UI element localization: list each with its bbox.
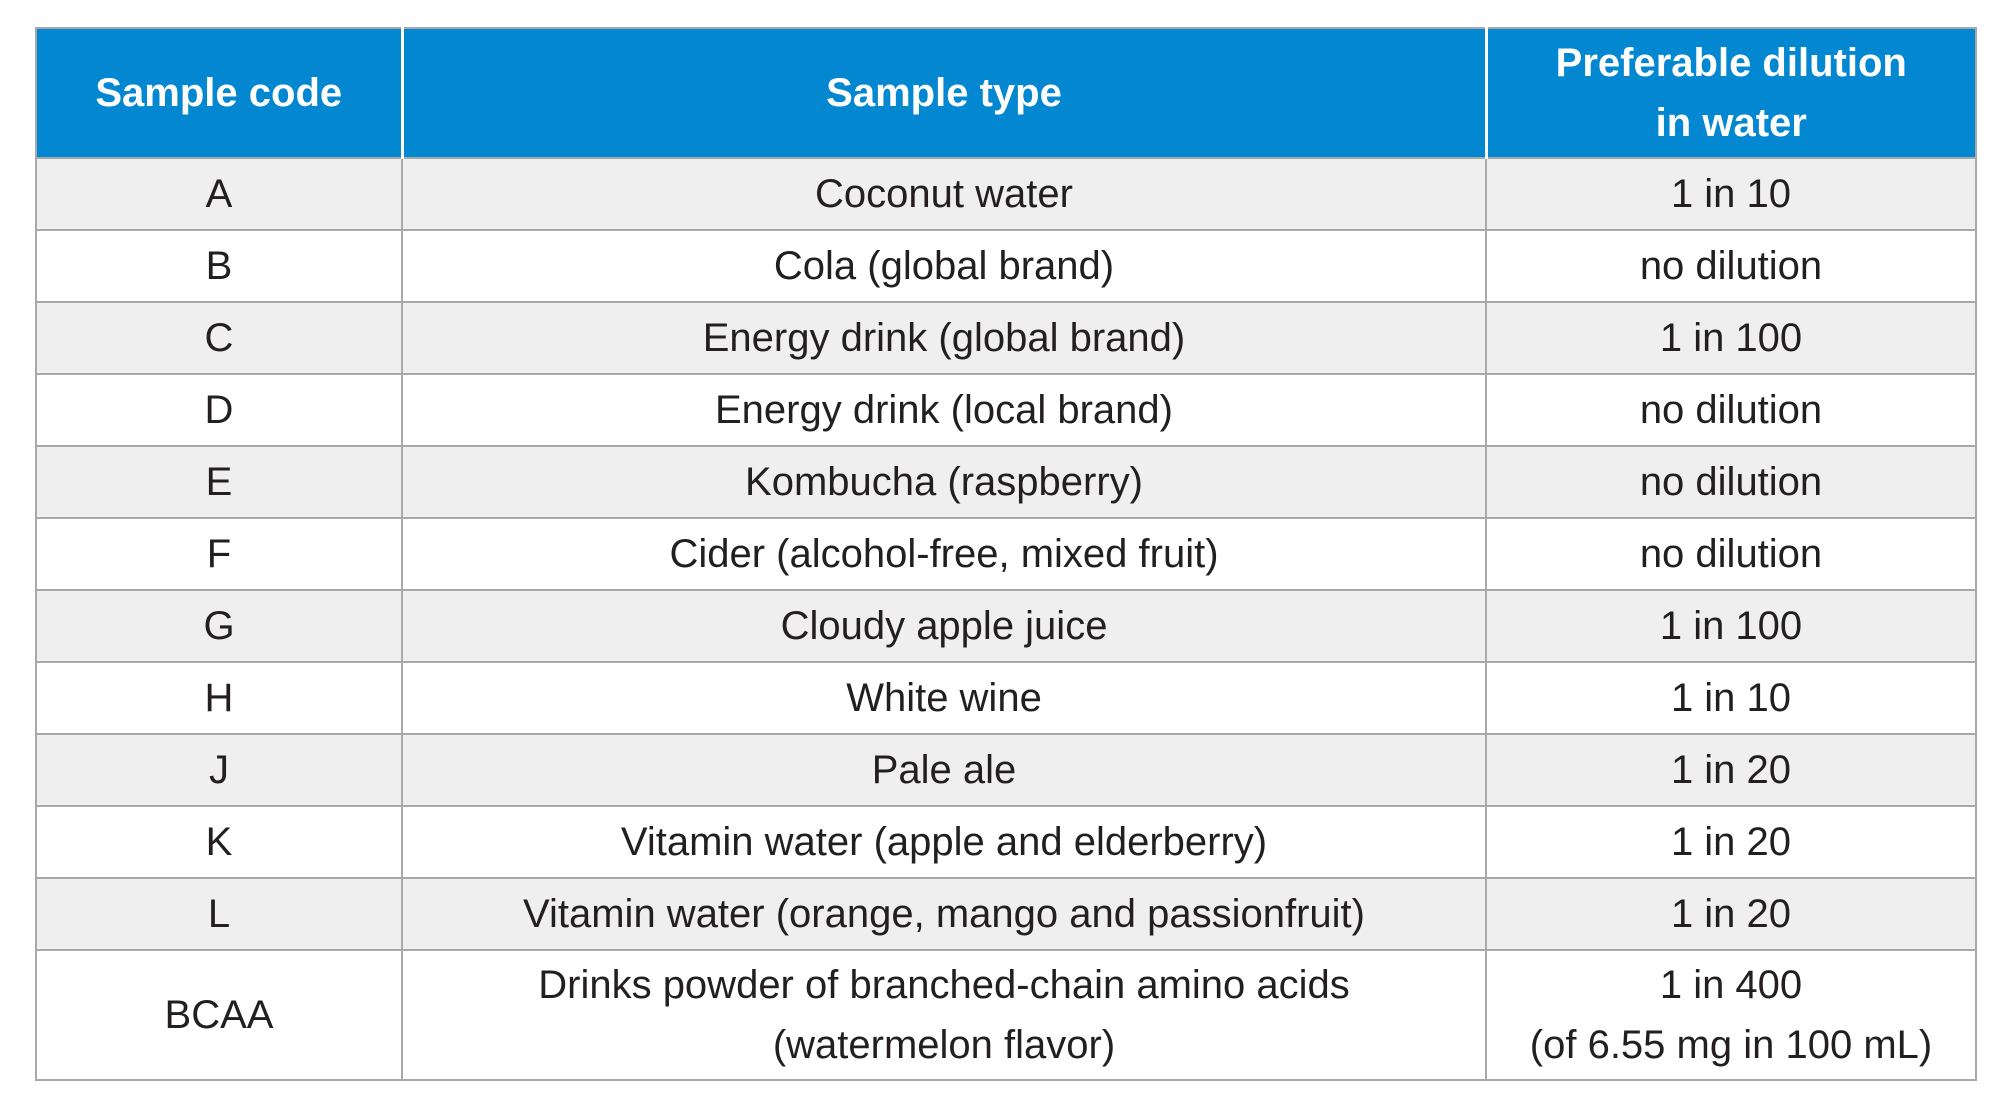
sample-code-cell: B [35, 229, 403, 303]
header-dilution: Preferable dilution in water [1484, 27, 1977, 159]
table-row: H White wine 1 in 10 [35, 661, 1977, 735]
sample-type-cell: Energy drink (global brand) [401, 301, 1487, 375]
sample-type-cell: Kombucha (raspberry) [401, 445, 1487, 519]
sample-code-cell: E [35, 445, 403, 519]
sample-type-cell: Energy drink (local brand) [401, 373, 1487, 447]
table-row: J Pale ale 1 in 20 [35, 733, 1977, 807]
sample-code-cell: D [35, 373, 403, 447]
dilution-cell: 1 in 10 [1485, 661, 1977, 735]
dilution-cell: no dilution [1485, 445, 1977, 519]
table-row: F Cider (alcohol-free, mixed fruit) no d… [35, 517, 1977, 591]
sample-code-cell: K [35, 805, 403, 879]
sample-type-cell: Drinks powder of branched-chain amino ac… [401, 949, 1487, 1081]
sample-code-cell: BCAA [35, 949, 403, 1081]
table-row: C Energy drink (global brand) 1 in 100 [35, 301, 1977, 375]
dilution-line2: (of 6.55 mg in 100 mL) [1529, 1023, 1933, 1067]
sample-type-cell: Vitamin water (orange, mango and passion… [401, 877, 1487, 951]
dilution-table-container: Sample code Sample type Preferable dilut… [35, 27, 1977, 1081]
dilution-line1: 1 in 400 [1659, 963, 1803, 1007]
dilution-cell: 1 in 100 [1485, 589, 1977, 663]
dilution-cell: no dilution [1485, 229, 1977, 303]
table-header: Sample code Sample type Preferable dilut… [35, 27, 1977, 159]
sample-code-cell: L [35, 877, 403, 951]
dilution-cell: 1 in 20 [1485, 877, 1977, 951]
sample-type-cell: White wine [401, 661, 1487, 735]
dilution-cell: 1 in 400 (of 6.55 mg in 100 mL) [1485, 949, 1977, 1081]
dilution-table: Sample code Sample type Preferable dilut… [35, 27, 1977, 1081]
table-row: A Coconut water 1 in 10 [35, 157, 1977, 231]
dilution-cell: 1 in 10 [1485, 157, 1977, 231]
table-row: G Cloudy apple juice 1 in 100 [35, 589, 1977, 663]
table-body: A Coconut water 1 in 10 B Cola (global b… [35, 157, 1977, 1081]
dilution-cell: 1 in 20 [1485, 733, 1977, 807]
sample-type-cell: Coconut water [401, 157, 1487, 231]
table-row: D Energy drink (local brand) no dilution [35, 373, 1977, 447]
dilution-cell: no dilution [1485, 373, 1977, 447]
table-row: B Cola (global brand) no dilution [35, 229, 1977, 303]
sample-code-cell: C [35, 301, 403, 375]
sample-code-cell: G [35, 589, 403, 663]
table-row: L Vitamin water (orange, mango and passi… [35, 877, 1977, 951]
sample-type-line1: Drinks powder of branched-chain amino ac… [538, 963, 1350, 1007]
sample-type-cell: Cloudy apple juice [401, 589, 1487, 663]
sample-type-cell: Cider (alcohol-free, mixed fruit) [401, 517, 1487, 591]
header-sample-type: Sample type [400, 27, 1488, 159]
dilution-cell: 1 in 20 [1485, 805, 1977, 879]
sample-type-line2: (watermelon flavor) [772, 1023, 1116, 1067]
sample-code-cell: J [35, 733, 403, 807]
dilution-cell: no dilution [1485, 517, 1977, 591]
sample-type-cell: Vitamin water (apple and elderberry) [401, 805, 1487, 879]
sample-code-cell: F [35, 517, 403, 591]
table-row: K Vitamin water (apple and elderberry) 1… [35, 805, 1977, 879]
header-dilution-line1: Preferable dilution [1555, 41, 1907, 85]
sample-code-cell: A [35, 157, 403, 231]
header-sample-code: Sample code [35, 27, 404, 159]
dilution-cell: 1 in 100 [1485, 301, 1977, 375]
header-dilution-line2: in water [1655, 101, 1807, 145]
sample-type-cell: Pale ale [401, 733, 1487, 807]
table-row: BCAA Drinks powder of branched-chain ami… [35, 949, 1977, 1081]
table-row: E Kombucha (raspberry) no dilution [35, 445, 1977, 519]
header-row: Sample code Sample type Preferable dilut… [35, 27, 1977, 159]
sample-code-cell: H [35, 661, 403, 735]
sample-type-cell: Cola (global brand) [401, 229, 1487, 303]
